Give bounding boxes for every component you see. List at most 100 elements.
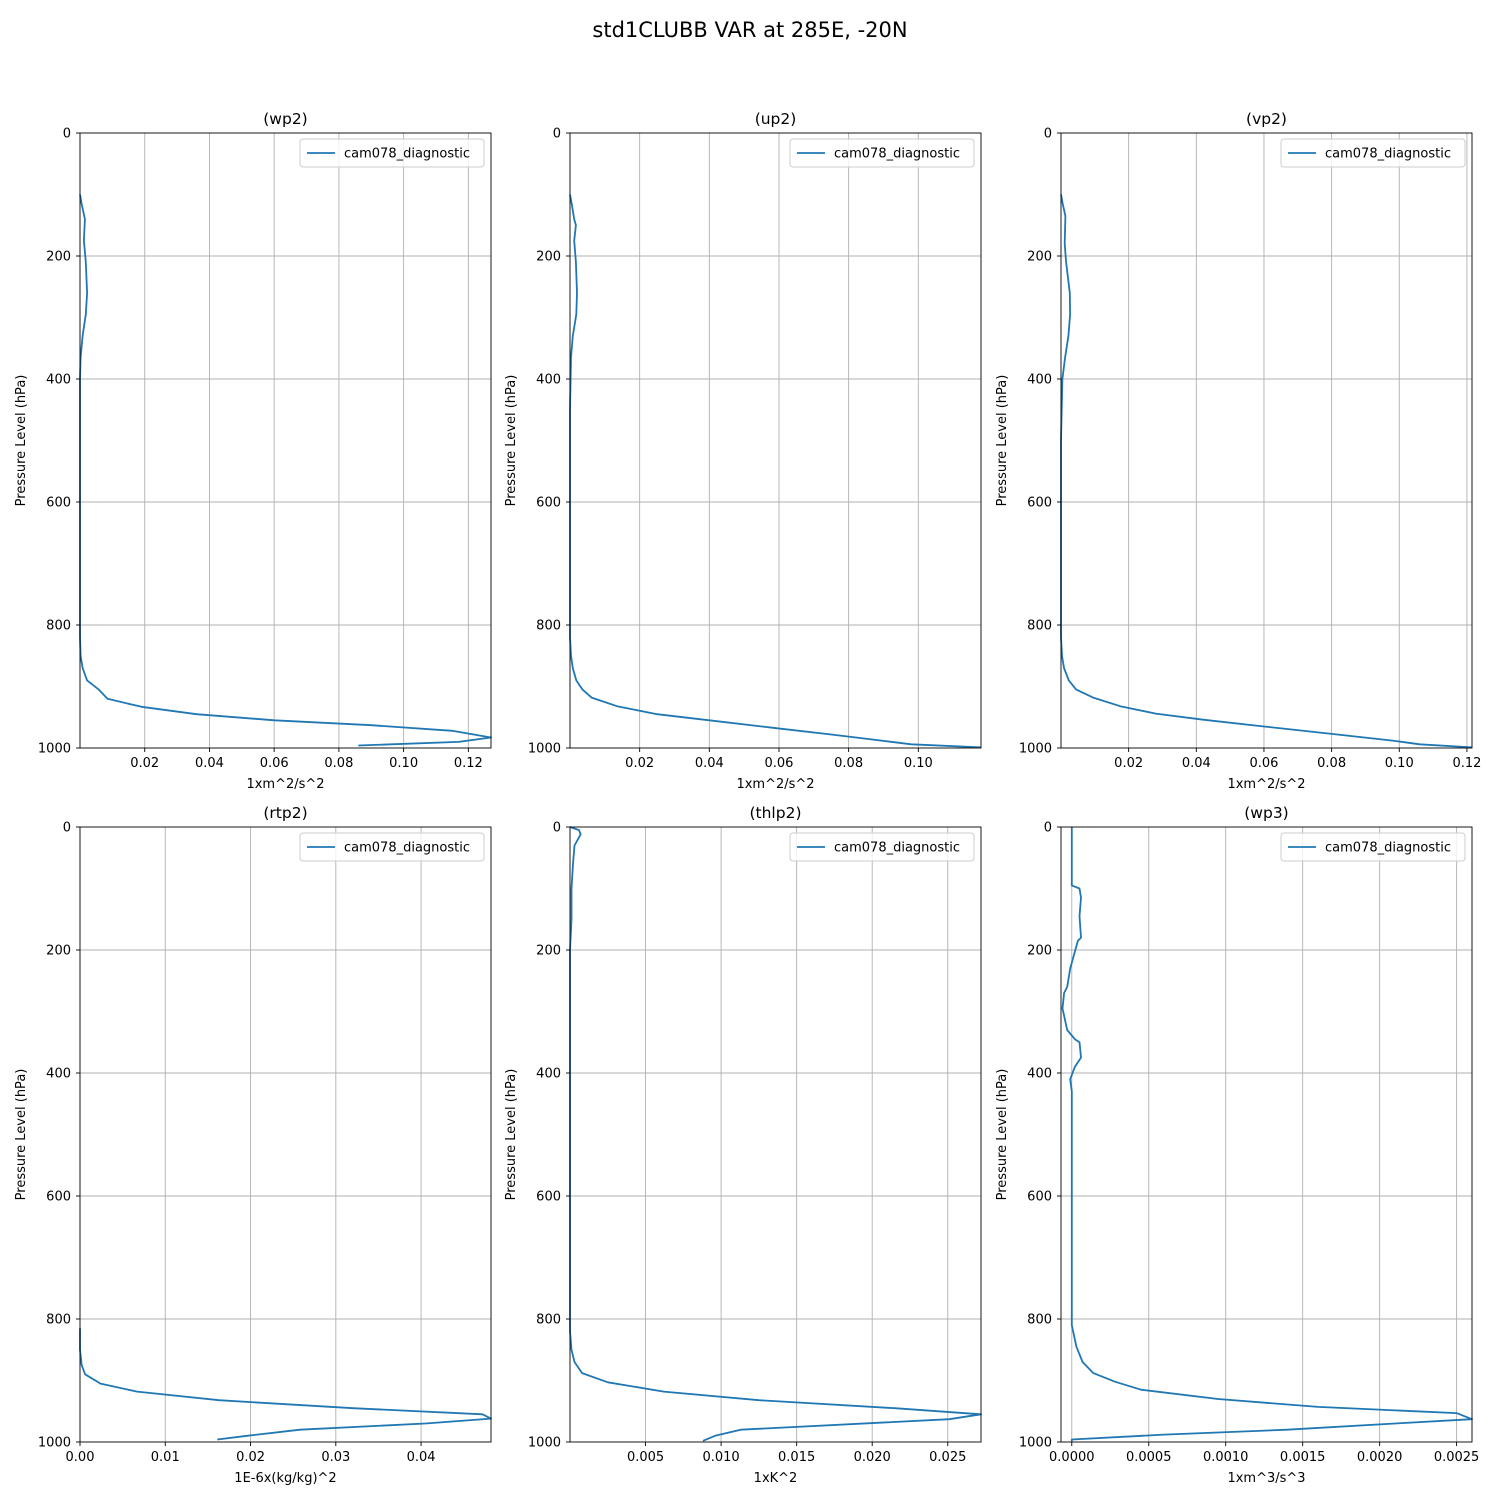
y-tick-label: 1000 [38,742,71,757]
subplot-panel: 0.0000 0.0005 0.0010 0.0015 0.0020 0.0025 0 200… [995,804,1479,1486]
x-tick-label: 0.06 [260,756,289,771]
x-tick-label: 0.06 [1249,756,1278,771]
plot-frame [79,132,492,749]
x-tick-label: 0.08 [1317,756,1346,771]
legend: cam078_diagnostic [789,138,975,168]
y-tick-label: 200 [46,944,71,959]
x-tick-label: 0.10 [389,756,418,771]
x-tick-label: 0.00 [66,1450,95,1465]
y-tick-label: 200 [1027,944,1052,959]
subplot-title: (thlp2) [749,804,801,822]
x-tick-label: 0.02 [130,756,159,771]
x-tick-label: 0.04 [695,756,724,771]
x-tick-label: 0.0005 [1126,1450,1172,1465]
figure-title: std1CLUBB VAR at 285E, -20N [592,18,907,42]
series-line-cam078_diagnostic [569,826,982,1442]
subplot-title: (rtp2) [263,804,307,822]
x-tick-label: 0.08 [324,756,353,771]
x-tick-label: 0.020 [854,1450,891,1465]
x-tick-label: 0.08 [834,756,863,771]
y-tick-label: 400 [1027,373,1052,388]
y-tick-label: 200 [536,250,561,265]
x-tick-label: 0.02 [236,1450,265,1465]
y-tick-label: 400 [46,1067,71,1082]
legend-box [1280,832,1466,862]
y-tick-label: 600 [536,496,561,511]
y-tick-label: 0 [1044,821,1052,836]
y-tick-label: 600 [46,1190,71,1205]
subplot-panel: 0.005 0.010 0.015 0.020 0.025 0 200 400 600 800 10… [504,804,982,1486]
subplot-panel: 0.02 0.04 0.06 0.08 0.10 0.12 0 200 400 600 800 100… [14,110,492,792]
series-line-cam078_diagnostic [79,1328,492,1441]
plot-frame [569,826,982,1443]
y-tick-label: 800 [46,619,71,634]
subplot-title: (up2) [755,110,797,128]
x-tick-label: 0.0010 [1203,1450,1249,1465]
legend-box [789,138,975,168]
y-axis-label: Pressure Level (hPa) [14,375,29,507]
subplot-title: (wp2) [263,110,307,128]
y-tick-label: 800 [536,619,561,634]
subplot-panel: 0.00 0.01 0.02 0.03 0.04 0 200 400 600 800 1000 (rt… [14,804,492,1486]
y-tick-label: 800 [46,1313,71,1328]
subplot-grid: 0.02 0.04 0.06 0.08 0.10 0.12 0 200 400 600 800 100… [14,110,1481,1486]
y-tick-label: 600 [1027,496,1052,511]
y-tick-label: 800 [1027,1313,1052,1328]
x-axis-label: 1E-6x(kg/kg)^2 [234,1471,336,1486]
y-tick-label: 1000 [1019,742,1052,757]
y-tick-label: 400 [46,373,71,388]
subplot-title: (wp3) [1244,804,1288,822]
y-tick-label: 0 [63,821,71,836]
legend-box [1280,138,1466,168]
legend: cam078_diagnostic [1280,832,1466,862]
series-line-cam078_diagnostic [1060,194,1473,749]
y-tick-label: 400 [536,373,561,388]
y-axis-label: Pressure Level (hPa) [504,375,519,507]
legend-label: cam078_diagnostic [1325,841,1451,856]
y-axis-label: Pressure Level (hPa) [995,1069,1010,1201]
series-line-cam078_diagnostic [569,194,982,749]
legend-label: cam078_diagnostic [344,841,470,856]
legend: cam078_diagnostic [299,138,485,168]
legend-box [299,138,485,168]
subplot-panel: 0.02 0.04 0.06 0.08 0.10 0.12 0 200 400 600 800 100… [995,110,1481,792]
legend: cam078_diagnostic [299,832,485,862]
y-tick-label: 0 [63,127,71,142]
y-axis-label: Pressure Level (hPa) [995,375,1010,507]
x-tick-label: 0.025 [929,1450,966,1465]
x-axis-label: 1xm^2/s^2 [736,777,814,792]
x-tick-label: 0.06 [765,756,794,771]
x-axis-label: 1xm^2/s^2 [1227,777,1305,792]
x-tick-label: 0.04 [407,1450,436,1465]
x-axis-label: 1xK^2 [754,1471,798,1486]
x-tick-label: 0.10 [904,756,933,771]
y-tick-label: 200 [46,250,71,265]
x-axis-label: 1xm^2/s^2 [246,777,324,792]
legend-label: cam078_diagnostic [834,147,960,162]
y-tick-label: 800 [536,1313,561,1328]
x-tick-label: 0.0000 [1049,1450,1095,1465]
y-tick-label: 200 [536,944,561,959]
x-tick-label: 0.03 [321,1450,350,1465]
y-tick-label: 400 [536,1067,561,1082]
series-line-cam078_diagnostic [1061,827,1473,1442]
y-tick-label: 600 [536,1190,561,1205]
x-tick-label: 0.02 [1114,756,1143,771]
y-tick-label: 0 [553,127,561,142]
x-tick-label: 0.10 [1385,756,1414,771]
x-tick-label: 0.02 [625,756,654,771]
x-tick-label: 0.12 [454,756,483,771]
y-tick-label: 200 [1027,250,1052,265]
subplot-title: (vp2) [1246,110,1287,128]
legend-box [789,832,975,862]
y-tick-label: 1000 [528,742,561,757]
y-tick-label: 600 [46,496,71,511]
legend: cam078_diagnostic [1280,138,1466,168]
subplot-panel: 0.02 0.04 0.06 0.08 0.10 0 200 400 600 800 1000 (up… [504,110,982,792]
x-tick-label: 0.015 [778,1450,815,1465]
plot-frame [1060,826,1473,1443]
x-tick-label: 0.04 [1182,756,1211,771]
y-tick-label: 1000 [1019,1436,1052,1451]
x-axis-label: 1xm^3/s^3 [1227,1471,1305,1486]
x-tick-label: 0.01 [151,1450,180,1465]
